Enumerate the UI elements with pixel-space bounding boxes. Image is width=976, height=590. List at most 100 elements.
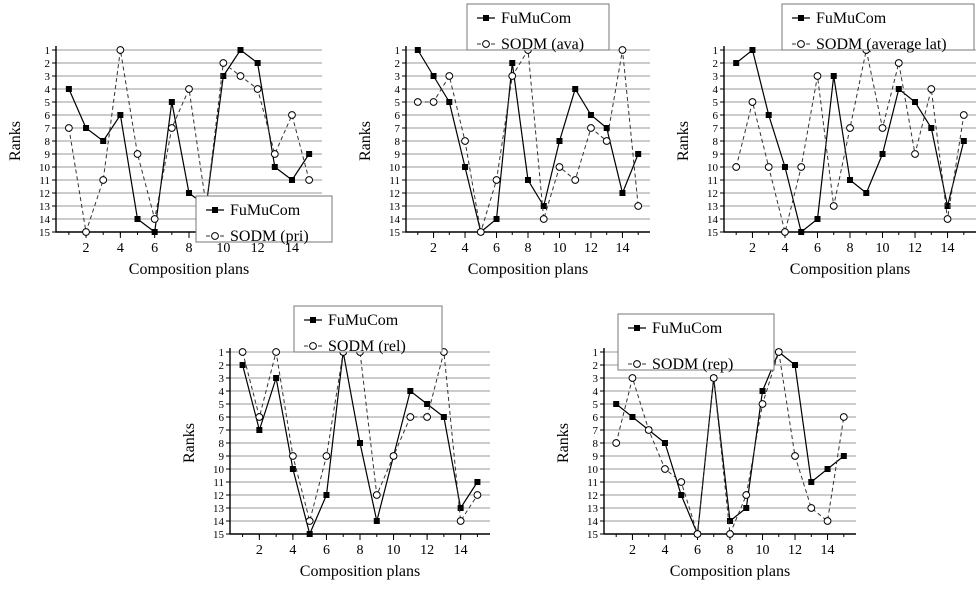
- data-point-fumucom: [733, 60, 740, 66]
- data-point-fumucom: [100, 138, 107, 144]
- data-point-fumucom: [749, 47, 756, 53]
- data-point-sodm: [846, 124, 854, 132]
- x-tick-label: 6: [323, 543, 330, 558]
- data-point-fumucom: [944, 203, 951, 209]
- y-tick-label: 10: [213, 464, 225, 476]
- y-axis-title: Ranks: [675, 121, 692, 161]
- y-tick-label: 3: [593, 373, 599, 385]
- data-point-fumucom: [414, 47, 421, 53]
- data-point-sodm: [185, 85, 193, 93]
- y-tick-label: 4: [713, 84, 719, 96]
- y-tick-label: 5: [219, 399, 225, 411]
- y-tick-label: 5: [713, 97, 719, 109]
- data-point-sodm: [612, 439, 621, 447]
- data-point-fumucom: [613, 401, 620, 407]
- data-point-fumucom: [603, 125, 610, 131]
- y-tick-label: 15: [39, 227, 51, 239]
- legend: FuMuCom SODM (rel): [293, 305, 443, 355]
- data-point-sodm: [476, 228, 485, 236]
- data-point-fumucom: [587, 112, 594, 118]
- x-tick-label: 2: [749, 241, 756, 256]
- data-point-fumucom: [117, 112, 124, 118]
- y-tick-label: 12: [39, 188, 50, 200]
- data-point-fumucom: [629, 414, 636, 420]
- data-point-fumucom: [440, 414, 447, 420]
- x-tick-label: 8: [357, 543, 364, 558]
- y-tick-label: 13: [213, 503, 225, 515]
- x-tick-label: 12: [251, 241, 265, 256]
- series-line-sodm: [615, 351, 845, 535]
- y-tick-label: 6: [219, 412, 225, 424]
- data-point-fumucom: [765, 112, 772, 118]
- y-tick-label: 6: [45, 110, 51, 122]
- x-tick-label: 8: [847, 241, 854, 256]
- x-tick-label: 14: [285, 241, 299, 256]
- series-line-sodm: [735, 49, 965, 233]
- data-point-sodm: [618, 46, 627, 54]
- data-point-fumucom: [323, 492, 330, 498]
- data-point-fumucom: [840, 453, 847, 459]
- y-tick-label: 2: [45, 58, 51, 70]
- data-point-fumucom: [168, 99, 175, 105]
- x-tick-label: 8: [186, 241, 193, 256]
- y-tick-label: 15: [587, 529, 599, 541]
- data-point-sodm: [726, 530, 734, 538]
- data-point-fumucom: [556, 138, 563, 144]
- data-point-sodm: [661, 465, 669, 473]
- x-tick-label: 12: [788, 543, 802, 558]
- y-tick-label: 9: [219, 451, 225, 463]
- x-tick-label: 12: [420, 543, 434, 558]
- data-point-fumucom: [446, 99, 453, 105]
- series-line-sodm: [68, 49, 310, 233]
- data-point-fumucom: [509, 60, 516, 66]
- legend-label: FuMuCom: [230, 202, 301, 219]
- y-tick-label: 15: [707, 227, 719, 239]
- data-point-fumucom: [65, 86, 72, 92]
- y-tick-label: 7: [395, 123, 401, 135]
- series-line-sodm: [242, 351, 478, 523]
- legend-label: SODM (rel): [328, 338, 406, 355]
- x-tick-label: 2: [430, 241, 437, 256]
- legend-marker: [798, 15, 804, 21]
- y-tick-label: 11: [213, 477, 224, 489]
- data-point-sodm: [372, 491, 381, 499]
- data-point-sodm: [429, 98, 438, 106]
- data-point-fumucom: [306, 531, 313, 537]
- legend: FuMuCom SODM (average lat): [781, 3, 975, 53]
- legend-marker: [309, 342, 317, 350]
- y-tick-label: 8: [219, 438, 225, 450]
- y-tick-label: 6: [395, 110, 401, 122]
- x-tick-label: 8: [727, 543, 734, 558]
- data-point-fumucom: [134, 216, 141, 222]
- legend-marker: [633, 360, 641, 368]
- y-tick-label: 14: [587, 516, 599, 528]
- x-axis-title: Composition plans: [670, 563, 790, 580]
- y-tick-label: 2: [713, 58, 719, 70]
- y-tick-label: 3: [45, 71, 51, 83]
- data-point-fumucom: [798, 229, 805, 235]
- x-tick-label: 14: [821, 543, 835, 558]
- y-tick-label: 14: [213, 516, 225, 528]
- x-tick-label: 12: [908, 241, 922, 256]
- data-point-fumucom: [254, 60, 261, 66]
- x-tick-label: 4: [462, 241, 469, 256]
- legend-label: SODM (average lat): [816, 36, 947, 53]
- x-tick-label: 8: [525, 241, 532, 256]
- x-tick-label: 10: [552, 241, 566, 256]
- x-tick-label: 10: [387, 543, 401, 558]
- data-point-sodm: [823, 517, 832, 525]
- y-tick-label: 1: [395, 45, 401, 57]
- legend: FuMuCom SODM (ava): [466, 3, 610, 53]
- y-tick-label: 5: [395, 97, 401, 109]
- x-tick-label: 4: [289, 543, 296, 558]
- data-point-sodm: [693, 530, 702, 538]
- data-point-sodm: [116, 46, 125, 54]
- data-point-sodm: [587, 124, 595, 132]
- data-point-fumucom: [462, 164, 469, 170]
- data-point-fumucom: [306, 151, 313, 157]
- data-point-sodm: [927, 85, 936, 93]
- data-point-fumucom: [661, 440, 668, 446]
